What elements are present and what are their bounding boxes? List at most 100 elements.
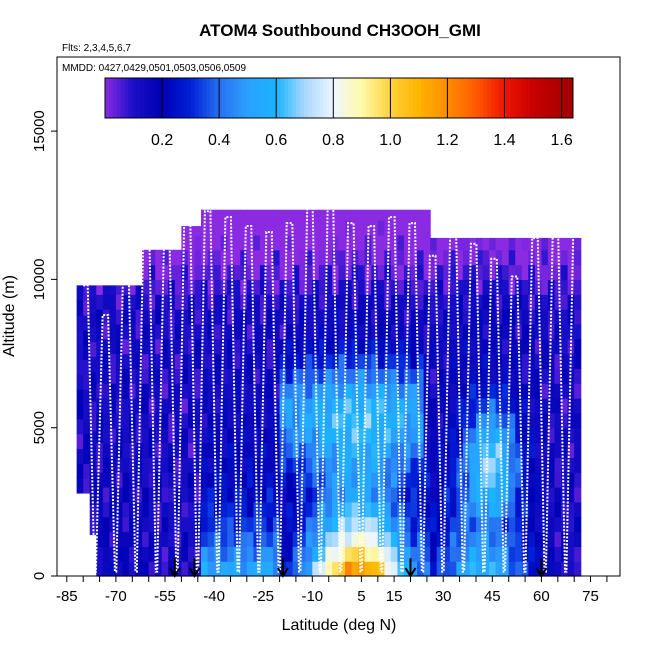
heatmap-cell xyxy=(96,323,104,340)
heatmap-cell xyxy=(312,457,320,473)
heatmap-cell xyxy=(364,309,372,325)
heatmap-cell xyxy=(456,264,464,281)
heatmap-cell xyxy=(528,264,536,281)
heatmap-cell xyxy=(403,516,412,533)
heatmap-cell xyxy=(161,516,169,533)
heatmap-cell xyxy=(142,546,150,562)
heatmap-cell xyxy=(521,323,529,340)
colorbar-segment xyxy=(452,78,457,118)
heatmap-cell xyxy=(227,427,235,444)
heatmap-cell xyxy=(214,234,222,251)
heatmap-cell xyxy=(475,501,484,518)
heatmap-cell xyxy=(240,398,248,414)
heatmap-cell xyxy=(259,561,268,577)
heatmap-cell xyxy=(161,338,169,355)
heatmap-cell xyxy=(515,353,523,369)
heatmap-cell xyxy=(443,561,451,577)
heatmap-cell xyxy=(397,457,405,473)
heatmap-cell xyxy=(214,294,222,310)
heatmap-cell xyxy=(390,472,399,488)
heatmap-cell xyxy=(201,472,209,488)
heatmap-cell xyxy=(397,383,405,399)
heatmap-cell xyxy=(377,220,385,236)
heatmap-cell xyxy=(443,501,451,518)
heatmap-cell xyxy=(115,309,124,325)
heatmap-cell xyxy=(410,309,418,325)
heatmap-cell xyxy=(76,448,84,464)
heatmap-cell xyxy=(155,412,163,429)
heatmap-cell xyxy=(436,338,444,355)
heatmap-cell xyxy=(331,412,340,429)
heatmap-cell xyxy=(207,353,215,369)
heatmap-cell xyxy=(89,326,97,343)
colorbar-segment xyxy=(105,78,110,118)
heatmap-cell xyxy=(423,501,431,518)
heatmap-cell xyxy=(259,442,268,458)
heatmap-cell xyxy=(292,353,300,369)
colorbar-segment xyxy=(534,78,539,118)
heatmap-cell xyxy=(227,561,235,577)
heatmap-cell xyxy=(574,516,582,533)
heatmap-cell xyxy=(384,427,392,444)
heatmap-cell xyxy=(443,338,451,355)
colorbar-segment xyxy=(206,78,211,118)
colorbar-segment xyxy=(233,78,239,118)
heatmap-cell xyxy=(142,279,150,295)
heatmap-cell xyxy=(384,472,392,488)
heatmap-cell xyxy=(436,383,444,399)
heatmap-cell xyxy=(515,237,523,251)
heatmap-cell xyxy=(541,309,549,325)
heatmap-cell xyxy=(561,398,569,414)
heatmap-cell xyxy=(397,323,405,340)
heatmap-cell xyxy=(83,374,91,390)
heatmap-cell xyxy=(515,264,523,281)
heatmap-cell xyxy=(521,442,529,458)
heatmap-cell xyxy=(220,531,228,547)
heatmap-cell xyxy=(547,531,556,547)
heatmap-cell xyxy=(345,457,353,473)
heatmap-cell xyxy=(181,309,189,325)
heatmap-cell xyxy=(534,501,543,518)
heatmap-cell xyxy=(318,531,327,547)
heatmap-cell xyxy=(325,412,333,429)
heatmap-cell xyxy=(246,427,254,444)
heatmap-cell xyxy=(299,427,307,444)
heatmap-cell xyxy=(371,442,379,458)
heatmap-cell xyxy=(312,264,320,281)
heatmap-cell xyxy=(502,309,510,325)
heatmap-cell xyxy=(384,412,392,429)
heatmap-cell xyxy=(102,353,110,369)
heatmap-cell xyxy=(194,516,202,533)
heatmap-cell xyxy=(358,338,366,355)
heatmap-cell xyxy=(148,309,156,325)
heatmap-cell xyxy=(201,398,209,414)
heatmap-cell xyxy=(410,516,418,533)
heatmap-cell xyxy=(155,353,163,369)
heatmap-cell xyxy=(76,359,84,375)
heatmap-cell xyxy=(456,561,464,577)
heatmap-cell xyxy=(89,430,97,447)
heatmap-cell xyxy=(148,561,156,577)
heatmap-cell xyxy=(423,209,431,221)
heatmap-cell xyxy=(502,457,510,473)
heatmap-cell xyxy=(233,234,241,251)
heatmap-cell xyxy=(318,412,327,429)
heatmap-cell xyxy=(351,383,359,399)
heatmap-cell xyxy=(187,457,196,473)
heatmap-cell xyxy=(129,531,137,547)
heatmap-cell xyxy=(521,383,529,399)
heatmap-cell xyxy=(449,264,457,281)
heatmap-cell xyxy=(168,546,176,562)
heatmap-cell xyxy=(214,457,222,473)
heatmap-cell xyxy=(482,398,490,414)
heatmap-cell xyxy=(345,561,353,577)
heatmap-cell xyxy=(292,279,300,295)
heatmap-cell xyxy=(214,209,222,221)
heatmap-cell xyxy=(246,501,254,518)
heatmap-cell xyxy=(456,472,464,488)
heatmap-cell xyxy=(214,338,222,355)
heatmap-cell xyxy=(443,309,451,325)
heatmap-cell xyxy=(561,294,569,310)
heatmap-cell xyxy=(351,561,359,577)
heatmap-cell xyxy=(109,338,117,355)
